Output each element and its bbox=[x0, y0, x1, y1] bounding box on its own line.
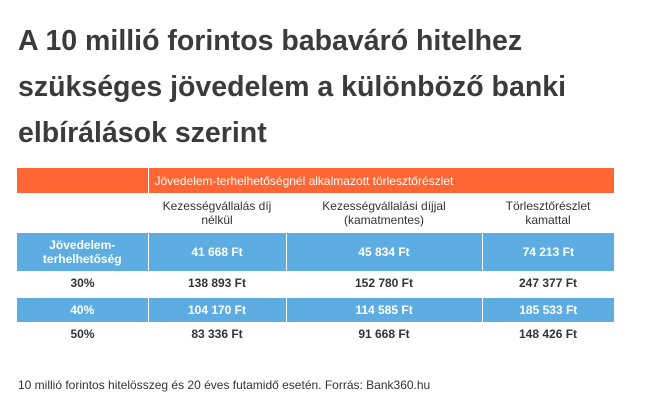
data-cell: 83 336 Ft bbox=[148, 322, 286, 346]
group-header-lead-cell bbox=[17, 168, 149, 193]
row-spacer bbox=[17, 295, 615, 298]
data-cell: 148 426 Ft bbox=[482, 322, 615, 346]
column-header-row: Kezességvállalás díj nélkül Kezességváll… bbox=[17, 193, 615, 233]
source-footnote: 10 millió forintos hitelösszeg és 20 éve… bbox=[18, 378, 431, 392]
table-row: 30% 138 893 Ft 152 780 Ft 247 377 Ft bbox=[17, 271, 615, 295]
column-header-cell: Kezességvállalás díj nélkül bbox=[148, 193, 286, 233]
row-label-cell: 40% bbox=[17, 298, 148, 322]
table-row: Jövedelem-terhelhetőség 41 668 Ft 45 834… bbox=[17, 233, 615, 271]
column-header-cell bbox=[17, 193, 148, 233]
data-cell: 41 668 Ft bbox=[147, 233, 286, 271]
row-label-cell: Jövedelem-terhelhetőség bbox=[17, 233, 148, 271]
data-cell: 114 585 Ft bbox=[285, 298, 482, 322]
group-header-cell: Jövedelem-terhelhetőségnél alkalmazott t… bbox=[148, 168, 615, 193]
table-row: 40% 104 170 Ft 114 585 Ft 185 533 Ft bbox=[17, 298, 615, 322]
row-label-cell: 30% bbox=[17, 271, 148, 295]
income-table: Jövedelem-terhelhetőségnél alkalmazott t… bbox=[17, 168, 615, 346]
data-cell: 45 834 Ft bbox=[285, 233, 482, 271]
column-header-cell: Kezességvállalási díjjal (kamatmentes) bbox=[286, 193, 482, 233]
data-cell: 185 533 Ft bbox=[481, 298, 615, 322]
data-cell: 104 170 Ft bbox=[147, 298, 286, 322]
row-label-cell: 50% bbox=[17, 322, 148, 346]
group-header-row: Jövedelem-terhelhetőségnél alkalmazott t… bbox=[17, 168, 615, 193]
data-cell: 138 893 Ft bbox=[148, 271, 286, 295]
data-cell: 91 668 Ft bbox=[286, 322, 482, 346]
data-cell: 152 780 Ft bbox=[286, 271, 482, 295]
chart-title: A 10 millió forintos babaváró hitelhez s… bbox=[18, 25, 566, 149]
column-header-cell: Törlesztőrészlet kamattal bbox=[482, 193, 615, 233]
data-cell: 247 377 Ft bbox=[482, 271, 615, 295]
table-row: 50% 83 336 Ft 91 668 Ft 148 426 Ft bbox=[17, 322, 615, 346]
data-cell: 74 213 Ft bbox=[481, 233, 615, 271]
